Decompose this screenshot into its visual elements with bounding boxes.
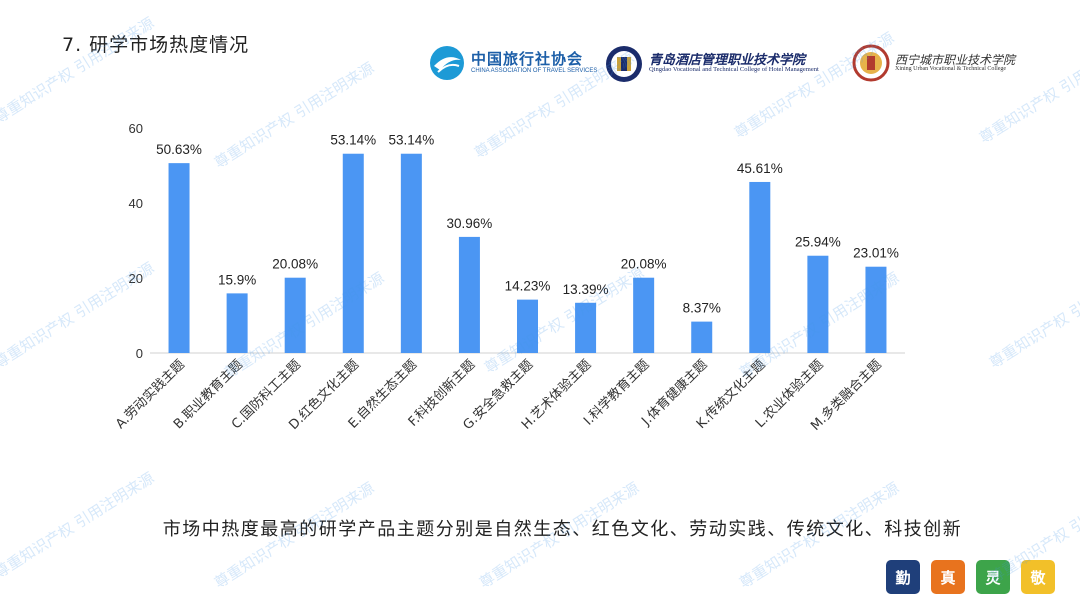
data-label: 30.96% (447, 216, 493, 231)
cats-logo-english: CHINA ASSOCIATION OF TRAVEL SERVICES (471, 67, 598, 74)
motto-badge-3: 灵 (976, 560, 1010, 594)
xining-college-english: Xining Urban Vocational & Technical Coll… (895, 66, 1007, 73)
cats-emblem-icon (430, 46, 464, 80)
data-label: 23.01% (853, 246, 899, 261)
bar (691, 321, 713, 353)
motto-badge-2: 真 (931, 560, 965, 594)
qingdao-college-logo: 青岛酒店管理职业技术学院 Qingdao Vocational and Tech… (604, 44, 819, 84)
cats-logo: 中国旅行社协会 CHINA ASSOCIATION OF TRAVEL SERV… (428, 44, 597, 82)
xining-emblem-icon (852, 44, 890, 82)
bar (458, 236, 480, 353)
bar-chart: 020406050.63%A.劳动实践主题15.9%B.职业教育主题20.08%… (112, 121, 905, 434)
bar (517, 299, 538, 353)
bar (633, 277, 655, 353)
data-label: 45.61% (737, 161, 783, 176)
bar (400, 153, 422, 353)
data-label: 50.63% (156, 142, 202, 157)
summary-text: 市场中热度最高的研学产品主题分别是自然生态、红色文化、劳动实践、传统文化、科技创… (162, 519, 963, 540)
bar (284, 277, 306, 353)
data-label: 53.14% (388, 133, 434, 148)
cats-logo-name: 中国旅行社协会 (471, 49, 584, 68)
bar (749, 181, 771, 353)
motto-badge-1: 勤 (886, 560, 920, 594)
data-label: 53.14% (330, 133, 376, 148)
qingdao-college-english: Qingdao Vocational and Technical College… (649, 66, 819, 74)
data-label: 13.39% (563, 282, 609, 297)
data-label: 20.08% (272, 257, 318, 272)
bar (807, 255, 829, 353)
logo-bar: 中国旅行社协会 CHINA ASSOCIATION OF TRAVEL SERV… (428, 44, 1068, 88)
y-tick-label: 40 (129, 196, 143, 211)
motto-badge-4: 敬 (1021, 560, 1055, 594)
data-label: 15.9% (218, 272, 256, 287)
data-label: 25.94% (795, 235, 841, 250)
bar (342, 153, 364, 353)
bar (865, 266, 887, 353)
bar (226, 293, 248, 353)
y-tick-label: 60 (129, 121, 143, 136)
bar (575, 302, 597, 353)
y-tick-label: 0 (136, 346, 143, 361)
slide-title: 7. 研学市场热度情况 (62, 34, 250, 56)
data-label: 14.23% (505, 279, 551, 294)
qingdao-emblem-icon (606, 46, 642, 82)
bar (168, 163, 190, 353)
xining-college-name: 西宁城市职业技术学院 (895, 52, 1016, 67)
data-label: 20.08% (621, 257, 667, 272)
y-tick-label: 20 (129, 271, 143, 286)
data-label: 8.37% (683, 301, 721, 316)
xining-college-logo: 西宁城市职业技术学院 Xining Urban Vocational & Tec… (852, 44, 1015, 82)
motto-badges: 勤 真 灵 敬 (886, 560, 1055, 594)
qingdao-college-name: 青岛酒店管理职业技术学院 (649, 52, 806, 68)
